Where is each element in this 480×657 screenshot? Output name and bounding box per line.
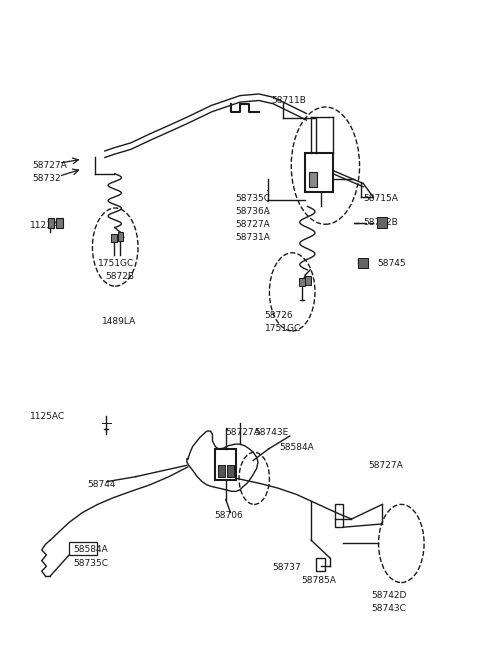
Text: 1751GC: 1751GC <box>264 324 301 333</box>
Bar <box>216 449 236 480</box>
Text: 1751GC: 1751GC <box>97 259 134 268</box>
Bar <box>377 217 387 227</box>
Text: 58584A: 58584A <box>73 545 108 555</box>
Bar <box>299 278 304 286</box>
Text: 58743C: 58743C <box>371 604 406 613</box>
Text: 58745: 58745 <box>378 259 406 268</box>
Bar <box>218 465 225 477</box>
Text: 58742D: 58742D <box>371 591 407 600</box>
Text: 58785A: 58785A <box>301 576 336 585</box>
Bar <box>69 542 96 555</box>
Text: 58732: 58732 <box>32 174 61 183</box>
Text: 1489LA: 1489LA <box>101 317 136 327</box>
Text: 58711B: 58711B <box>271 96 306 105</box>
Text: 58731A: 58731A <box>235 233 270 242</box>
Text: 58715A: 58715A <box>363 194 398 203</box>
Text: 1125AC: 1125AC <box>30 412 65 421</box>
Text: 58735C: 58735C <box>235 194 270 203</box>
Text: 58727A: 58727A <box>225 428 260 437</box>
Text: 58726: 58726 <box>264 311 293 320</box>
Text: 58727A: 58727A <box>32 161 67 170</box>
Bar <box>335 505 343 527</box>
Bar <box>316 558 325 571</box>
Bar <box>305 277 311 284</box>
Bar <box>118 233 123 240</box>
Text: 58736A: 58736A <box>235 207 270 215</box>
Bar <box>56 217 63 227</box>
Text: 58706: 58706 <box>215 511 243 520</box>
Text: 58743E: 58743E <box>254 428 288 437</box>
Text: 58744: 58744 <box>87 480 116 489</box>
Text: 58727A: 58727A <box>235 220 270 229</box>
Text: 1123AL: 1123AL <box>30 221 64 231</box>
Text: 58737: 58737 <box>272 564 301 572</box>
Text: 58727A: 58727A <box>368 461 403 470</box>
Bar <box>227 465 234 477</box>
Bar <box>305 152 333 192</box>
Bar <box>358 258 368 268</box>
Bar <box>48 217 55 227</box>
Bar <box>309 172 317 187</box>
Bar <box>111 234 117 242</box>
Text: 5872B: 5872B <box>105 272 134 281</box>
Text: 58735C: 58735C <box>73 558 108 568</box>
Text: 58752B: 58752B <box>363 218 398 227</box>
Text: 58584A: 58584A <box>279 443 313 452</box>
